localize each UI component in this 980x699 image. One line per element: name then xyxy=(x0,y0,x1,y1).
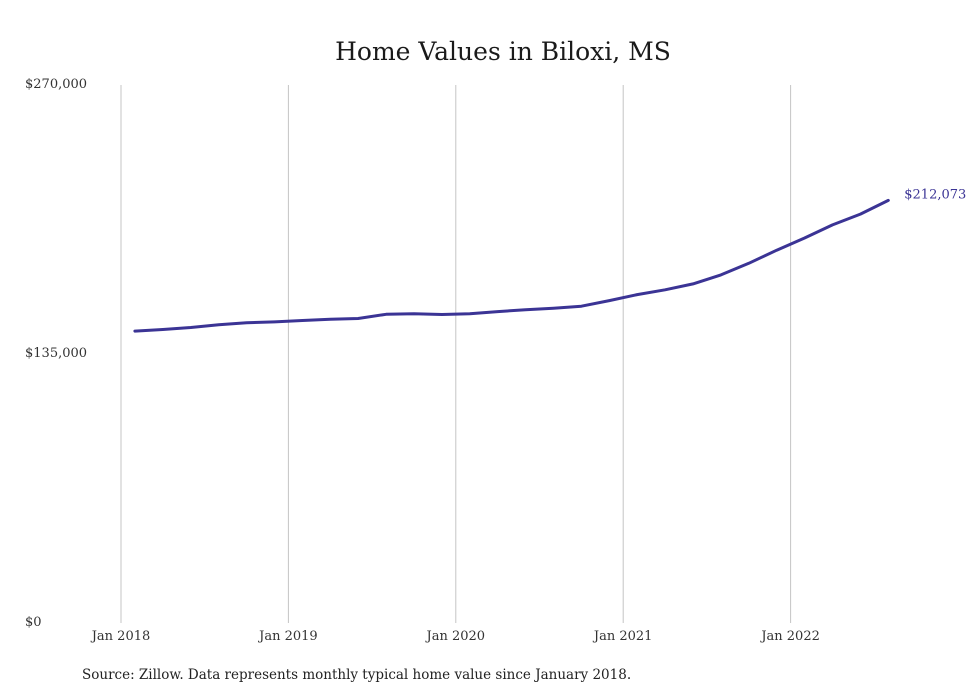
end-value-label: $212,073 xyxy=(904,187,966,202)
source-note: Source: Zillow. Data represents monthly … xyxy=(82,667,632,683)
x-tick-label: Jan 2019 xyxy=(257,629,318,644)
series-line xyxy=(133,198,890,333)
y-axis: $0 $135,000 $270,000 xyxy=(25,77,87,630)
x-tick-label: Jan 2020 xyxy=(425,629,486,644)
x-axis: Jan 2018 Jan 2019 Jan 2020 Jan 2021 Jan 2022 xyxy=(90,629,820,644)
y-tick-label: $270,000 xyxy=(25,77,87,92)
x-tick-label: Jan 2021 xyxy=(592,629,653,644)
x-tick-label: Jan 2022 xyxy=(759,629,820,644)
x-tick-label: Jan 2018 xyxy=(90,629,151,644)
chart-title: Home Values in Biloxi, MS xyxy=(335,37,671,66)
series-layer: $212,073 xyxy=(133,187,966,333)
grid-lines xyxy=(120,85,792,623)
y-tick-label: $0 xyxy=(25,615,42,630)
y-tick-label: $135,000 xyxy=(25,346,87,361)
